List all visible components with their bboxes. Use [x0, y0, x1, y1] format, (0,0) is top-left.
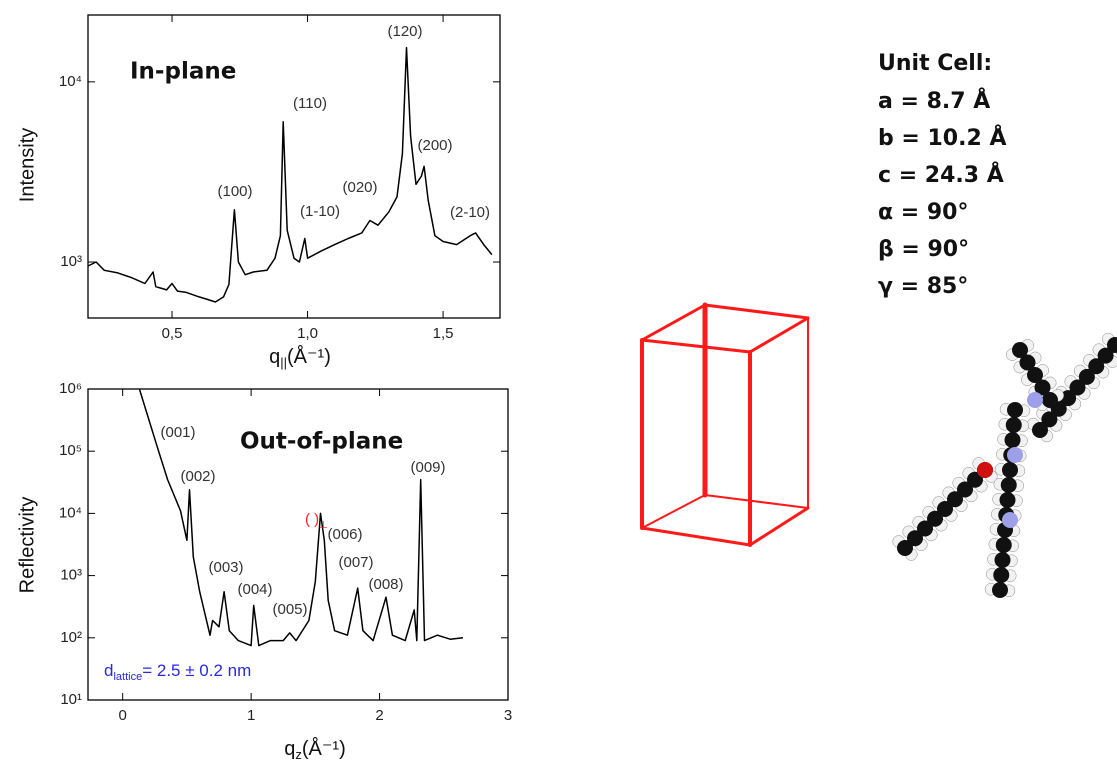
nitrogen-atom: [1002, 512, 1018, 528]
y-tick-label: 10³: [60, 567, 82, 584]
peak-label: (008): [368, 576, 403, 593]
y-axis-label: Intensity: [16, 128, 38, 202]
lattice-d: d: [104, 661, 113, 680]
carbon-atom: [1002, 462, 1018, 478]
data-line: [88, 48, 492, 302]
carbon-atom: [1001, 477, 1017, 493]
y-tick-label: 10⁶: [59, 380, 82, 397]
peak-label: (1-10): [300, 203, 340, 220]
carbon-atom: [1005, 432, 1021, 448]
y-tick-label: 10³: [60, 253, 82, 270]
x-tick-label: 0: [119, 707, 127, 724]
peak-label: (100): [217, 183, 252, 200]
x-label-unit: (Å⁻¹): [302, 737, 346, 760]
x-axis-label: qz(Å⁻¹): [284, 737, 346, 762]
lattice-rest: = 2.5 ± 0.2 nm: [142, 661, 251, 680]
x-tick-label: 2: [375, 707, 383, 724]
carbon-atom: [1032, 422, 1048, 438]
carbon-atom: [1006, 417, 1022, 433]
plot-title: Out-of-plane: [240, 429, 403, 455]
carbon-atom: [992, 582, 1008, 598]
peak-label: (005): [272, 601, 307, 618]
unit-cell-title: Unit Cell:: [878, 51, 992, 76]
figure: 0,51,01,510³10⁴In-planeIntensityq||(Å⁻¹)…: [0, 0, 1117, 767]
peak-label: (2-10): [450, 204, 490, 221]
peak-label: (020): [342, 179, 377, 196]
peak-label: (110): [293, 95, 327, 112]
y-tick-label: 10⁵: [59, 442, 82, 459]
x-label-sub: ||: [280, 355, 287, 370]
x-label-main: q: [284, 738, 295, 760]
x-axis-label: q||(Å⁻¹): [269, 345, 331, 370]
carbon-atom: [995, 552, 1011, 568]
unit-cell-line: a = 8.7 Å: [878, 88, 990, 114]
nitrogen-atom: [1027, 392, 1043, 408]
peak-label-red: ( )⊥: [305, 511, 328, 531]
peak-label: (002): [180, 468, 215, 485]
x-tick-label: 1,5: [433, 325, 454, 342]
x-tick-label: 3: [504, 707, 512, 724]
y-tick-label: 10²: [60, 629, 82, 646]
y-tick-label: 10⁴: [59, 504, 82, 521]
lattice-note: dlattice= 2.5 ± 0.2 nm: [104, 661, 251, 682]
unit-cell-line: β = 90°: [878, 237, 969, 262]
plot-title: In-plane: [130, 59, 236, 85]
peak-label: (001): [160, 424, 195, 441]
peak-label: (003): [208, 559, 243, 576]
y-tick-label: 10¹: [60, 691, 82, 708]
x-tick-label: 1,0: [297, 325, 318, 342]
carbon-atom: [1007, 402, 1023, 418]
peak-label: (004): [237, 581, 272, 598]
peak-label: (200): [417, 137, 452, 154]
peak-label: (007): [338, 554, 373, 571]
peak-label: (009): [410, 459, 445, 476]
unit-cell-line: γ = 85°: [878, 274, 968, 299]
carbon-atom: [996, 537, 1012, 553]
unit-cell-box: [642, 305, 808, 545]
oxygen-atom: [977, 462, 993, 478]
lattice-sub: lattice: [113, 671, 142, 683]
carbon-atom: [1042, 392, 1058, 408]
molecule: [893, 333, 1117, 598]
peak-label: (120): [387, 23, 422, 40]
nitrogen-atom: [1007, 447, 1023, 463]
x-label-main: q: [269, 346, 280, 368]
y-axis-label: Reflectivity: [16, 497, 38, 594]
unit-cell-line: c = 24.3 Å: [878, 162, 1004, 188]
x-tick-label: 0,5: [162, 325, 183, 342]
unit-cell-line: b = 10.2 Å: [878, 125, 1006, 151]
unit-cell-line: α = 90°: [878, 200, 968, 225]
red-label: ( ): [305, 511, 319, 528]
carbon-atom: [993, 567, 1009, 583]
red-label-sub: ⊥: [319, 520, 328, 531]
y-tick-label: 10⁴: [59, 73, 82, 90]
carbon-atom: [1000, 492, 1016, 508]
x-label-unit: (Å⁻¹): [287, 345, 331, 368]
peak-label: (006): [327, 526, 362, 543]
x-tick-label: 1: [247, 707, 255, 724]
